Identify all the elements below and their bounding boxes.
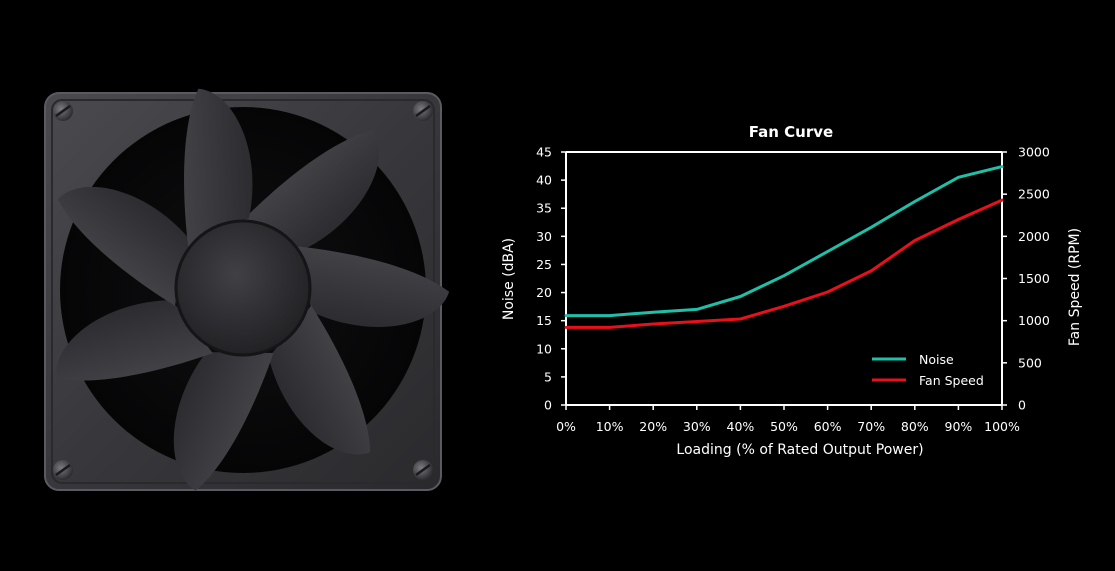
right-tick-label: 500 [1018, 355, 1042, 370]
x-tick-label: 30% [683, 419, 711, 434]
x-tick-label: 60% [814, 419, 842, 434]
left-tick-label: 0 [544, 398, 552, 413]
x-axis-ticks: 0% 10% 20% 30% 40% 50% 60% 70% 80% 90% 100% [556, 405, 1020, 434]
x-tick-label: 90% [945, 419, 973, 434]
x-tick-label: 100% [984, 419, 1020, 434]
right-tick-label: 1000 [1018, 313, 1050, 328]
fan-blades [56, 88, 450, 491]
right-tick-label: 0 [1018, 398, 1026, 413]
series-lines [564, 165, 1004, 329]
right-axis-ticks: 0 500 1000 1500 2000 2500 3000 [1002, 145, 1050, 413]
x-tick-label: 20% [639, 419, 667, 434]
right-tick-label: 1500 [1018, 271, 1050, 286]
left-tick-label: 30 [536, 229, 552, 244]
left-axis-ticks: 0 5 10 15 20 25 30 35 40 45 [536, 145, 566, 413]
left-tick-label: 35 [536, 201, 552, 216]
left-tick-label: 5 [544, 369, 552, 384]
right-axis-title: Fan Speed (RPM) [1067, 228, 1083, 346]
legend: Noise Fan Speed [872, 352, 984, 388]
chart-title: Fan Curve [749, 123, 833, 141]
right-tick-label: 3000 [1018, 145, 1050, 160]
fan-screws [53, 101, 433, 480]
left-tick-label: 25 [536, 257, 552, 272]
right-tick-label: 2000 [1018, 229, 1050, 244]
x-tick-label: 40% [727, 419, 755, 434]
fan-curve-chart: Fan Curve 0 5 10 15 20 25 30 35 40 45 0 500 1000 150… [501, 123, 1083, 458]
legend-label-fan-speed: Fan Speed [919, 373, 984, 388]
x-tick-label: 50% [770, 419, 798, 434]
left-axis-title: Noise (dBA) [501, 238, 517, 320]
left-tick-label: 40 [536, 173, 552, 188]
series-line-noise [564, 165, 1004, 318]
x-tick-label: 0% [556, 419, 576, 434]
left-tick-label: 15 [536, 313, 552, 328]
cooling-fan-icon [44, 88, 450, 491]
series-line-fan-speed [564, 198, 1004, 329]
x-tick-label: 70% [857, 419, 885, 434]
left-tick-label: 45 [536, 145, 552, 160]
x-axis-title: Loading (% of Rated Output Power) [676, 442, 923, 458]
legend-label-noise: Noise [919, 352, 954, 367]
left-tick-label: 10 [536, 341, 552, 356]
fan-hub [174, 219, 312, 357]
x-tick-label: 80% [901, 419, 929, 434]
left-tick-label: 20 [536, 285, 552, 300]
right-tick-label: 2500 [1018, 187, 1050, 202]
x-tick-label: 10% [596, 419, 624, 434]
